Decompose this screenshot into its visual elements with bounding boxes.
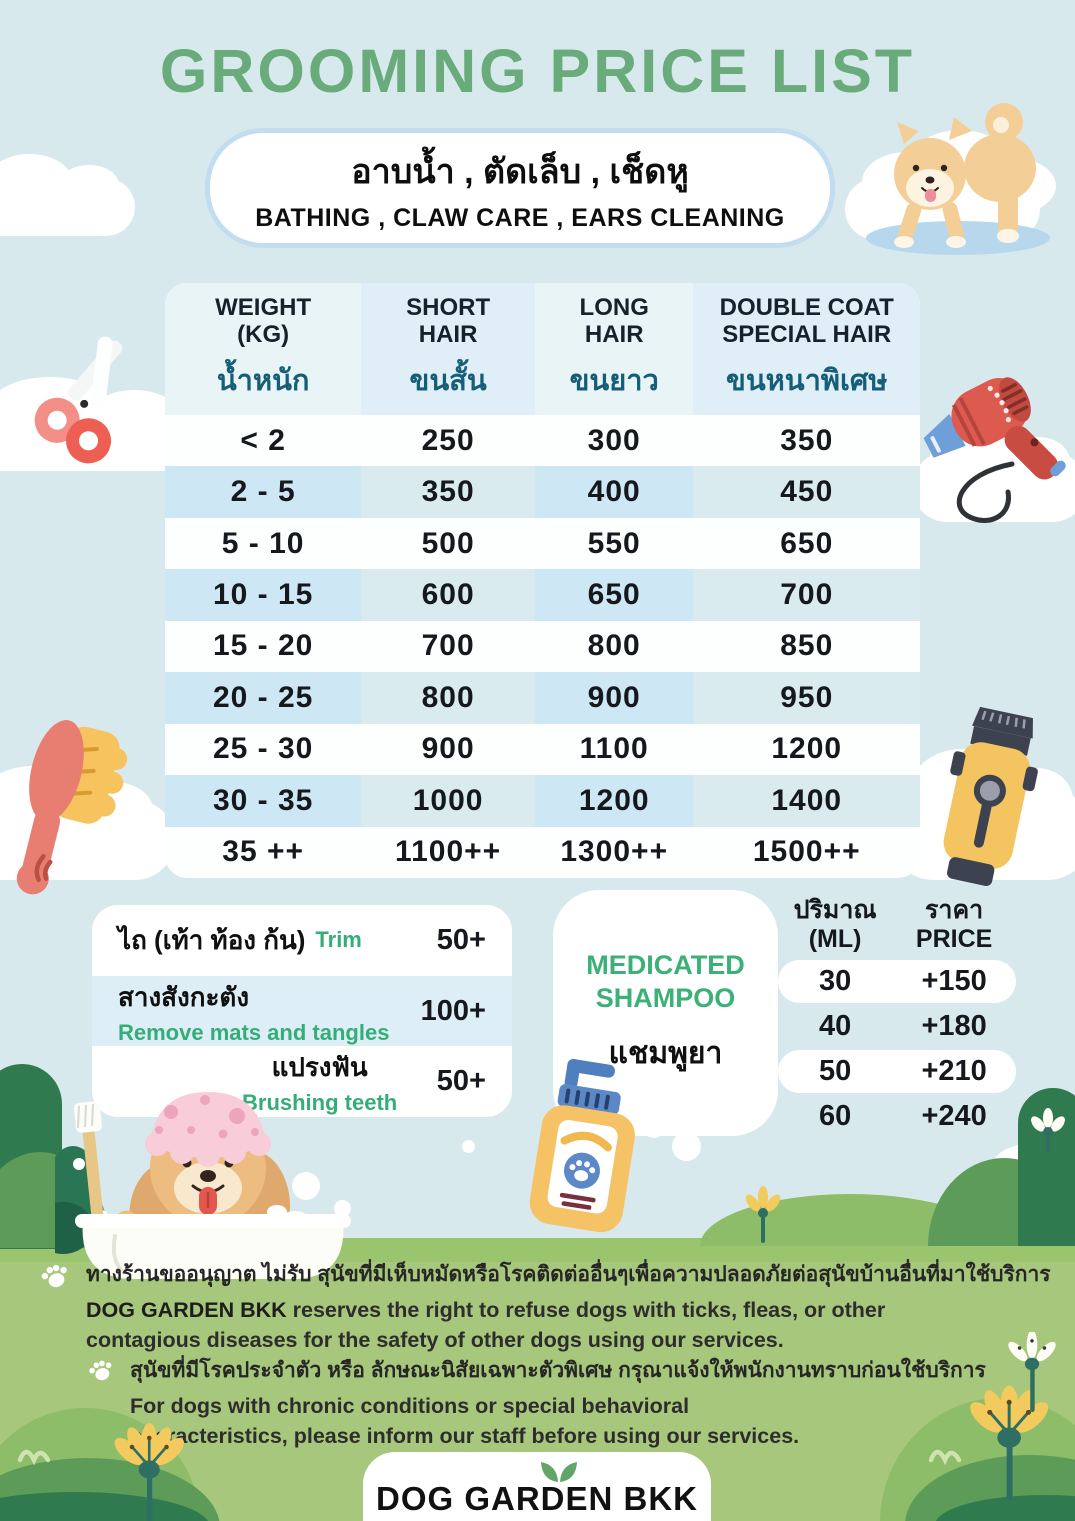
note-thai: ทางร้านขออนุญาต ไม่รับ สุนัขที่มีเห็บหมั… [86, 1263, 1051, 1286]
shiba-dog-illustration [862, 103, 1056, 255]
medicated-shampoo-title: MEDICATED SHAMPOO [586, 950, 745, 1013]
paw-icon [89, 1360, 112, 1381]
flower-yellow [114, 1423, 184, 1521]
grooming-brush-icon [16, 720, 128, 895]
note-english: DOG GARDEN BKK reserves the right to ref… [86, 1298, 886, 1353]
shampoo-price-table: ปริมาณ (ML) ราคา PRICE 30 +150 40 +180 5… [778, 896, 1016, 1140]
table-row: 30 - 35 1000 1200 1400 [165, 775, 920, 827]
col-header-double-coat: DOUBLE COAT SPECIAL HAIR ขนหนาพิเศษ [693, 283, 920, 415]
flower-yellow [970, 1385, 1049, 1500]
scissors-icon [34, 336, 123, 464]
price-table-header: WEIGHT (KG) น้ำหนัก SHORT HAIR ขนสั้น LO… [165, 283, 920, 415]
bush-squiggle [17, 1449, 51, 1466]
leaf-icon [541, 1462, 577, 1482]
bubble [334, 1200, 351, 1217]
bubble [462, 1140, 475, 1153]
dog-in-bathtub-illustration [55, 1092, 351, 1279]
table-row: 35 ++ 1100++ 1300++ 1500++ [222, 835, 861, 869]
bubble [643, 1116, 665, 1138]
table-row: 20 - 25 800 900 950 [165, 672, 920, 724]
shampoo-table-header: ปริมาณ (ML) ราคา PRICE [778, 896, 1016, 954]
col-header-volume: ปริมาณ (ML) [793, 896, 877, 953]
bubble [430, 1098, 440, 1108]
logo-text: DOG GARDEN BKK [375, 1480, 698, 1517]
col-header-long-hair: LONG HAIR ขนยาว [534, 283, 694, 415]
table-row: 5 - 10 500 550 650 [221, 526, 834, 560]
col-header-price: ราคา PRICE [915, 896, 993, 953]
table-row: 25 - 30 900 1100 1200 [212, 732, 843, 766]
note-chronic-conditions: สุนัขที่มีโรคประจำตัว หรือ ลักษณะนิสัยเฉ… [88, 1354, 986, 1451]
flower-white [1008, 1332, 1056, 1412]
col-header-weight: WEIGHT (KG) น้ำหนัก [165, 283, 362, 415]
list-item: ไถ (เท้า ท้อง ก้น) Trim 50+ [118, 923, 486, 956]
table-row: 60 +240 [818, 1099, 987, 1132]
table-row: 10 - 15 600 650 700 [165, 569, 920, 621]
table-row: < 2 250 300 350 [240, 423, 834, 457]
subtitle-thai: อาบน้ำ , ตัดเล็บ , เช็ดหู [351, 152, 689, 191]
hair-dryer-icon [923, 377, 1066, 523]
price-table: WEIGHT (KG) น้ำหนัก SHORT HAIR ขนสั้น LO… [165, 283, 920, 878]
subtitle-bubble: อาบน้ำ , ตัดเล็บ , เช็ดหู BATHING , CLAW… [205, 128, 835, 248]
list-item: สางสังกะตัง Remove mats and tangles 100+ [92, 975, 512, 1047]
bush-squiggle [928, 1449, 962, 1466]
medicated-shampoo-thai: แชมพูยา [608, 1036, 723, 1070]
table-row: 15 - 20 700 800 850 [212, 629, 834, 663]
bubble [292, 1172, 320, 1200]
cloud [0, 153, 135, 236]
table-row: 50 +210 [778, 1049, 1016, 1093]
note-thai: สุนัขที่มีโรคประจำตัว หรือ ลักษณะนิสัยเฉ… [130, 1359, 986, 1382]
list-item: แปรงฟัน Brushing teeth 50+ [242, 1052, 486, 1116]
extra-services-box: ไถ (เท้า ท้อง ก้น) Trim 50+ สางสังกะตัง … [92, 905, 512, 1117]
flower-white [1031, 1108, 1065, 1152]
hair-clippers-icon [943, 706, 1038, 886]
note-english: For dogs with chronic conditions or spec… [130, 1394, 800, 1449]
flower-small [745, 1186, 781, 1243]
col-header-short-hair: SHORT HAIR ขนสั้น [361, 283, 535, 415]
table-row: 2 - 5 350 400 450 [165, 466, 920, 518]
bubble [672, 1132, 701, 1161]
table-row: 40 +180 [818, 1009, 987, 1042]
subtitle-english: BATHING , CLAW CARE , EARS CLEANING [255, 203, 785, 232]
note-ticks-fleas: ทางร้านขออนุญาต ไม่รับ สุนัขที่มีเห็บหมั… [40, 1258, 1051, 1355]
logo-box: DOG GARDEN BKK [363, 1452, 711, 1521]
table-row: 30 +150 [778, 959, 1016, 1003]
paw-icon [41, 1264, 67, 1288]
shampoo-bottle-illustration [529, 1059, 635, 1233]
page-title: GROOMING PRICE LIST [159, 37, 916, 105]
